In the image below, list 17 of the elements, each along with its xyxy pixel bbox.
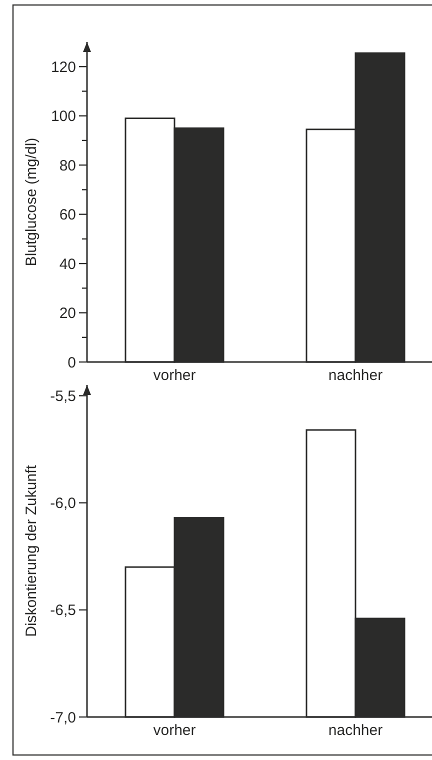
y-tick-label: -5,5	[50, 388, 76, 405]
y-tick-label: -7,0	[50, 709, 76, 726]
y-tick-label: 120	[50, 58, 76, 76]
y-tick-label: -6,5	[50, 602, 76, 620]
y-tick-label: 60	[59, 206, 76, 224]
y-tick-label: -6,0	[50, 495, 76, 512]
x-tick-label: vorher	[153, 367, 196, 384]
y-axis-title: Blutglucose (mg/dl)	[23, 138, 40, 266]
y-tick-label: 80	[59, 157, 76, 174]
y-tick-label: 0	[68, 354, 76, 372]
x-tick-label: vorher	[153, 722, 196, 739]
y-axis-title: Diskontierung der Zukunft	[23, 464, 40, 637]
y-tick-label: 40	[59, 256, 76, 273]
y-tick-label: 100	[50, 108, 76, 126]
x-tick-label: nachher	[328, 722, 383, 739]
y-tick-label: 20	[59, 305, 76, 322]
x-tick-label: nachher	[328, 367, 383, 384]
